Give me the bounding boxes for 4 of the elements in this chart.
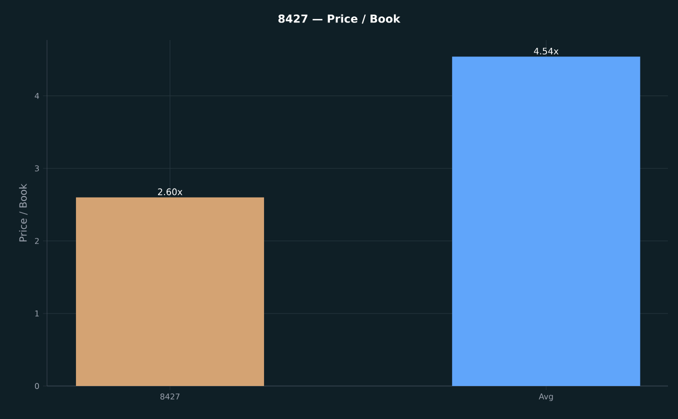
- y-axis-title: Price / Book: [19, 184, 28, 242]
- chart-title: 8427 — Price / Book: [278, 14, 400, 24]
- data-label: 4.54x: [534, 48, 558, 54]
- data-label: 2.60x: [158, 188, 182, 196]
